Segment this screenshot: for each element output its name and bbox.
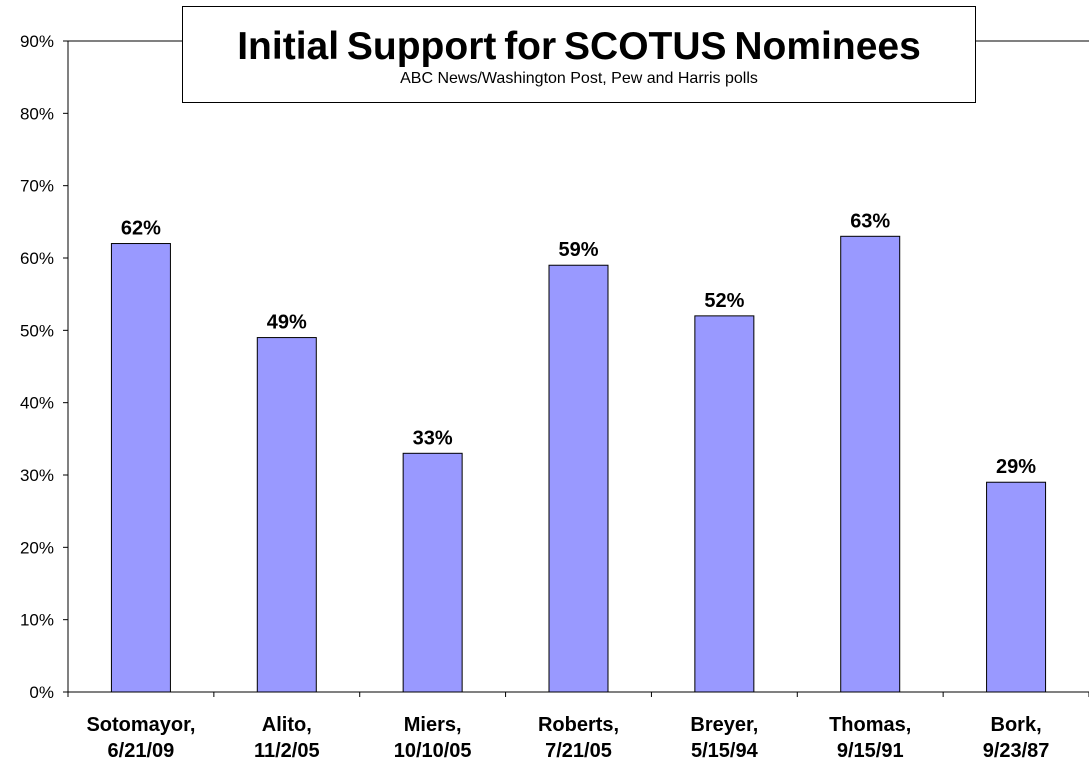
y-tick-label: 10% bbox=[20, 611, 54, 630]
bar bbox=[986, 481, 1047, 693]
x-category-label: 6/21/09 bbox=[108, 740, 175, 762]
x-category-label: Sotomayor, bbox=[86, 714, 195, 736]
x-category-label: 9/15/91 bbox=[837, 740, 904, 762]
x-category-label: 9/23/87 bbox=[983, 740, 1050, 762]
data-label: 33% bbox=[413, 427, 453, 449]
data-label: 49% bbox=[267, 312, 307, 334]
chart-title: Initial Support for SCOTUS Nominees bbox=[237, 25, 921, 68]
y-tick-label: 90% bbox=[20, 32, 54, 51]
x-category-label: Miers, bbox=[404, 714, 462, 736]
x-category-label: 7/21/05 bbox=[545, 740, 612, 762]
y-tick-label: 70% bbox=[20, 177, 54, 196]
bar bbox=[402, 452, 463, 693]
bar bbox=[110, 243, 171, 693]
y-tick-label: 0% bbox=[29, 683, 54, 702]
bar bbox=[548, 264, 609, 693]
data-label: 62% bbox=[121, 218, 161, 240]
chart-title-box: Initial Support for SCOTUS Nominees ABC … bbox=[182, 6, 976, 103]
bar bbox=[840, 235, 901, 693]
y-tick-label: 60% bbox=[20, 249, 54, 268]
x-category-label: 5/15/94 bbox=[691, 740, 759, 762]
x-category-label: Breyer, bbox=[690, 714, 758, 736]
x-category-label: Roberts, bbox=[538, 714, 619, 736]
x-category-label: Alito, bbox=[262, 714, 312, 736]
data-label: 52% bbox=[704, 290, 744, 312]
chart-subtitle: ABC News/Washington Post, Pew and Harris… bbox=[400, 70, 758, 87]
data-label: 63% bbox=[850, 210, 890, 232]
y-tick-label: 30% bbox=[20, 466, 54, 485]
x-category-label: Bork, bbox=[991, 714, 1042, 736]
bar bbox=[694, 315, 755, 693]
y-tick-label: 40% bbox=[20, 394, 54, 413]
x-category-label: 11/2/05 bbox=[254, 740, 320, 762]
bar bbox=[256, 337, 317, 693]
y-tick-label: 50% bbox=[20, 321, 54, 340]
data-label: 59% bbox=[558, 239, 598, 261]
y-tick-label: 20% bbox=[20, 538, 54, 557]
x-category-label: 10/10/05 bbox=[394, 740, 472, 762]
x-category-label: Thomas, bbox=[829, 714, 911, 736]
data-label: 29% bbox=[996, 456, 1036, 478]
y-tick-label: 80% bbox=[20, 104, 54, 123]
